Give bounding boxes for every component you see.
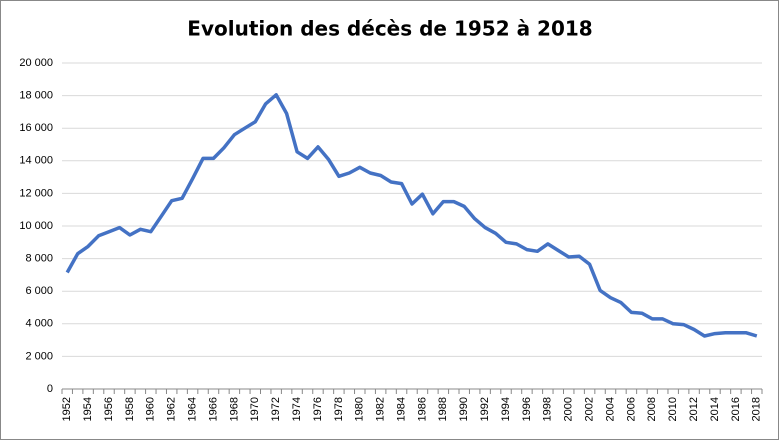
x-tick-label: 1956: [103, 397, 115, 421]
x-tick-label: 2016: [730, 397, 742, 421]
x-tick-label: 1954: [82, 397, 94, 421]
x-tick-label: 1968: [228, 397, 240, 421]
y-tick-label: 6 000: [25, 285, 53, 297]
x-tick-label: 1974: [291, 397, 303, 421]
x-tick-label: 1982: [375, 397, 387, 421]
x-tick-label: 2018: [751, 397, 763, 421]
x-tick-label: 2000: [563, 397, 575, 421]
x-tick-label: 1966: [207, 397, 219, 421]
x-tick-label: 1988: [437, 397, 449, 421]
x-tick-label: 1970: [249, 397, 261, 421]
y-tick-label: 16 000: [19, 122, 53, 134]
y-tick-label: 0: [47, 383, 53, 395]
x-tick-label: 1972: [270, 397, 282, 421]
x-tick-label: 2002: [584, 397, 596, 421]
y-tick-label: 12 000: [19, 187, 53, 199]
x-tick-label: 2010: [667, 397, 679, 421]
line-series: [65, 93, 758, 338]
chart-title: Evolution des décès de 1952 à 2018: [187, 17, 592, 41]
x-tick-label: 2012: [688, 397, 700, 421]
x-tick-label: 2014: [709, 397, 721, 421]
x-tick-label: 1964: [187, 397, 199, 421]
x-tick-label: 1996: [521, 397, 533, 421]
x-tick-label: 1978: [333, 397, 345, 421]
x-tick-label: 1994: [500, 397, 512, 421]
x-tick-label: 2006: [625, 397, 637, 421]
x-tick-label: 1998: [542, 397, 554, 421]
y-tick-label: 10 000: [19, 220, 53, 232]
x-tick-label: 1958: [124, 397, 136, 421]
x-tick-label: 1980: [354, 397, 366, 421]
y-tick-label: 4 000: [25, 318, 53, 330]
x-tick-label: 1986: [416, 397, 428, 421]
x-tick-label: 1962: [166, 397, 178, 421]
x-tick-label: 1976: [312, 397, 324, 421]
x-tick-label: 1960: [145, 397, 157, 421]
y-tick-label: 14 000: [19, 155, 53, 167]
y-tick-label: 20 000: [19, 57, 53, 69]
x-tick-label: 1992: [479, 397, 491, 421]
y-tick-label: 18 000: [19, 90, 53, 102]
x-tick-label: 1952: [61, 397, 73, 421]
y-tick-label: 8 000: [25, 253, 53, 265]
x-tick-label: 1990: [458, 397, 470, 421]
x-tick-label: 2004: [604, 397, 616, 421]
x-tick-label: 1984: [395, 397, 407, 421]
y-tick-label: 2 000: [25, 350, 53, 362]
x-tick-label: 2008: [646, 397, 658, 421]
